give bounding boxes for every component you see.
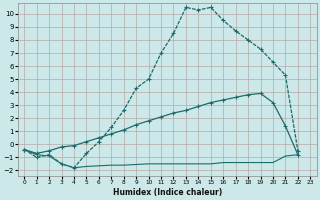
X-axis label: Humidex (Indice chaleur): Humidex (Indice chaleur) — [113, 188, 222, 197]
